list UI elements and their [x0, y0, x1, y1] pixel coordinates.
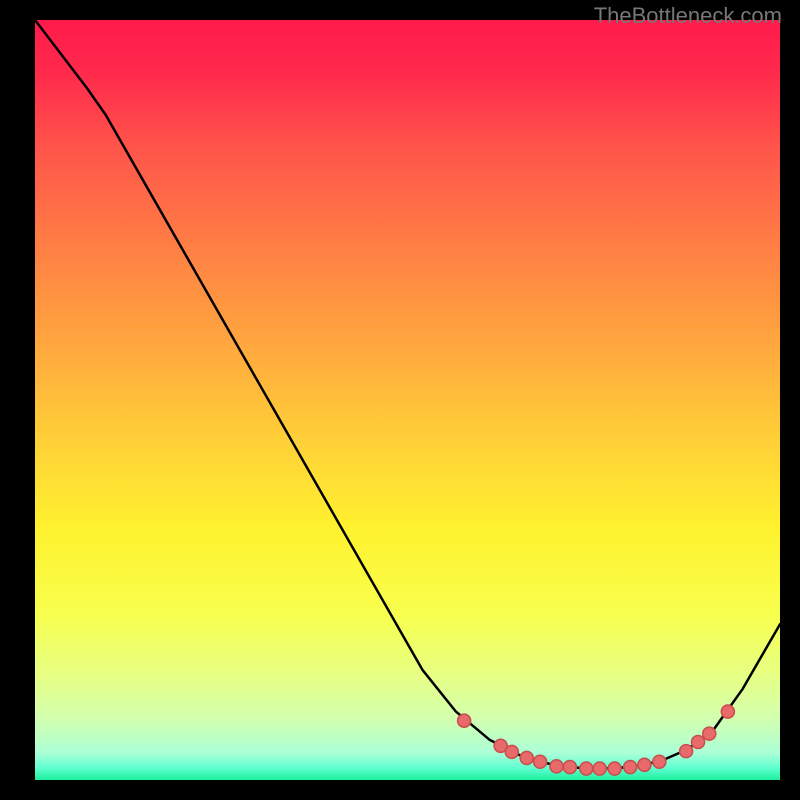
- curve-marker: [692, 736, 705, 749]
- chart-plot-area: [35, 20, 780, 780]
- curve-marker: [563, 761, 576, 774]
- watermark-text: TheBottleneck.com: [594, 3, 782, 29]
- curve-marker: [534, 755, 547, 768]
- curve-marker: [624, 761, 637, 774]
- curve-marker: [505, 745, 518, 758]
- curve-line: [35, 20, 780, 769]
- curve-marker: [638, 758, 651, 771]
- curve-marker: [593, 762, 606, 775]
- curve-marker: [703, 727, 716, 740]
- chart-outer-frame: TheBottleneck.com: [0, 0, 800, 800]
- curve-markers-group: [458, 705, 735, 775]
- curve-marker: [608, 762, 621, 775]
- curve-marker: [520, 751, 533, 764]
- curve-marker: [580, 762, 593, 775]
- curve-marker: [550, 760, 563, 773]
- curve-marker: [458, 714, 471, 727]
- chart-overlay-svg: [35, 20, 780, 780]
- curve-marker: [680, 745, 693, 758]
- curve-marker: [721, 705, 734, 718]
- curve-marker: [653, 755, 666, 768]
